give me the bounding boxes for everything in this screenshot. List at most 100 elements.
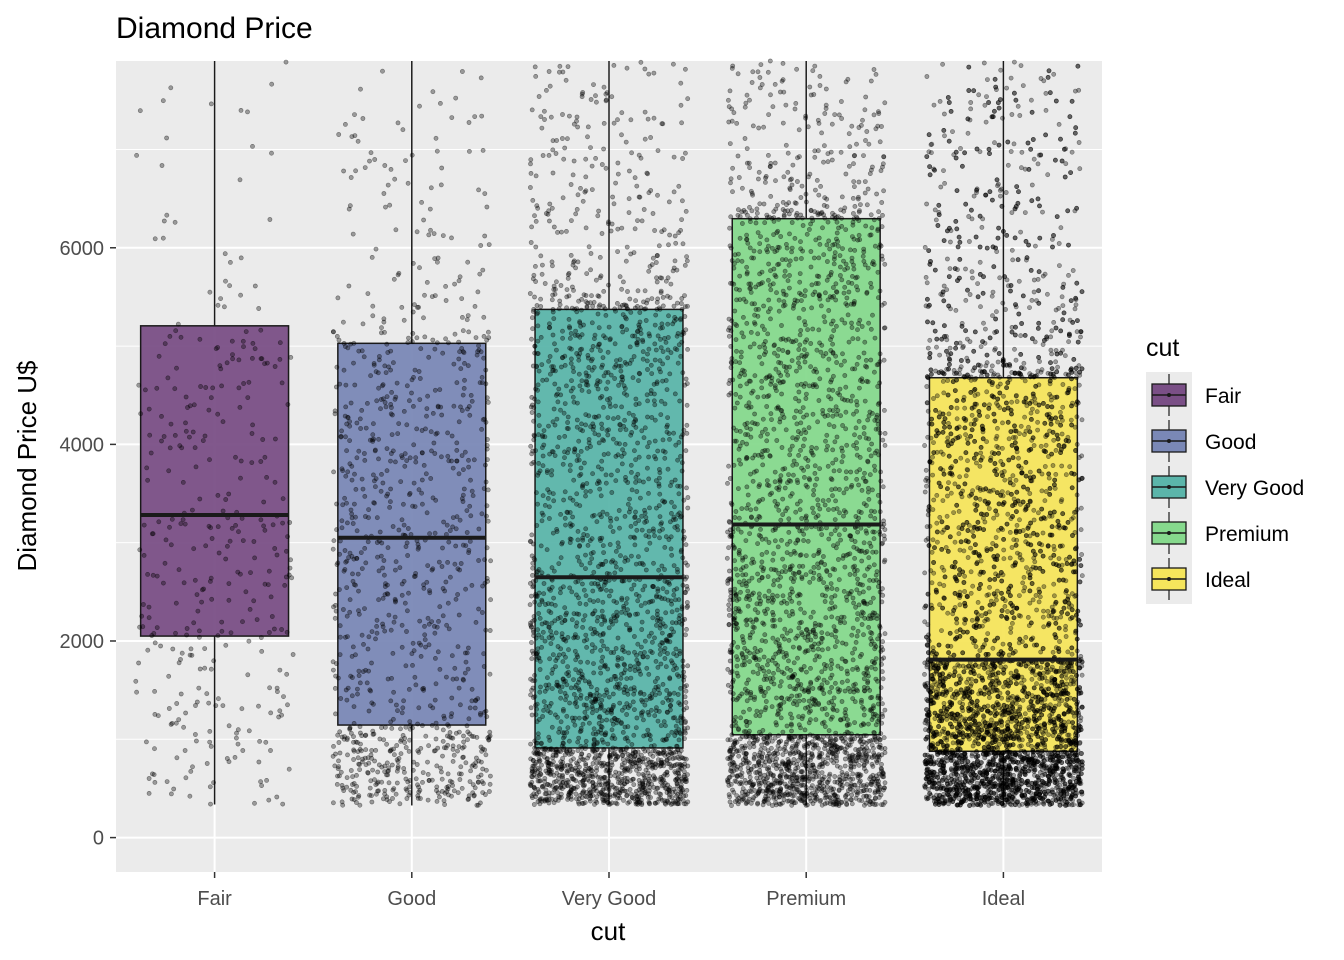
jitter-point xyxy=(571,399,577,405)
jitter-point xyxy=(617,422,623,428)
jitter-point xyxy=(369,793,374,798)
jitter-point xyxy=(529,336,534,342)
jitter-point xyxy=(351,721,357,726)
jitter-point xyxy=(565,725,571,731)
jitter-point xyxy=(474,802,480,808)
jitter-point xyxy=(625,501,631,507)
jitter-point xyxy=(356,348,362,354)
jitter-point xyxy=(445,600,451,606)
jitter-point xyxy=(536,368,542,374)
jitter-point xyxy=(681,497,687,503)
jitter-point xyxy=(343,382,349,388)
jitter-point xyxy=(376,788,381,794)
jitter-point xyxy=(871,112,877,118)
jitter-point xyxy=(561,708,566,714)
jitter-point xyxy=(684,485,689,491)
jitter-point xyxy=(346,283,352,289)
jitter-point xyxy=(563,522,568,528)
jitter-point xyxy=(256,703,261,709)
jitter-point xyxy=(355,755,361,761)
jitter-point xyxy=(232,755,238,760)
jitter-point xyxy=(623,477,629,483)
jitter-point xyxy=(744,320,750,326)
jitter-point xyxy=(549,468,555,474)
jitter-point xyxy=(463,543,469,549)
jitter-point xyxy=(268,748,273,753)
jitter-point xyxy=(882,780,888,786)
jitter-point xyxy=(562,362,568,368)
jitter-point xyxy=(237,571,243,577)
jitter-point xyxy=(667,692,672,698)
jitter-point xyxy=(483,627,489,633)
jitter-point xyxy=(682,694,688,700)
jitter-point xyxy=(370,313,376,319)
jitter-point xyxy=(860,582,865,588)
jitter-point xyxy=(660,121,666,127)
jitter-point xyxy=(597,693,602,699)
jitter-point xyxy=(669,552,675,558)
jitter-point xyxy=(625,289,630,294)
jitter-point xyxy=(682,616,688,622)
jitter-point xyxy=(739,330,745,336)
jitter-point xyxy=(348,400,354,406)
jitter-point xyxy=(599,614,605,619)
jitter-point xyxy=(812,63,818,69)
jitter-point xyxy=(455,566,461,572)
jitter-point xyxy=(372,447,378,453)
jitter-point xyxy=(159,163,165,168)
jitter-point xyxy=(395,708,400,713)
jitter-point xyxy=(262,581,268,587)
jitter-point xyxy=(845,678,850,684)
jitter-point xyxy=(583,493,588,499)
jitter-point xyxy=(429,448,434,454)
jitter-point xyxy=(578,696,583,701)
jitter-point xyxy=(406,749,412,754)
jitter-point xyxy=(794,702,800,708)
jitter-point xyxy=(428,429,434,435)
jitter-point xyxy=(570,365,576,371)
jitter-point xyxy=(646,331,652,337)
jitter-point xyxy=(569,715,575,721)
jitter-point xyxy=(385,768,391,774)
jitter-point xyxy=(340,468,346,474)
jitter-point xyxy=(379,725,384,730)
jitter-point xyxy=(591,726,597,732)
jitter-point xyxy=(881,188,886,194)
jitter-point xyxy=(682,736,687,741)
jitter-point xyxy=(472,785,478,791)
jitter-point xyxy=(653,659,659,664)
jitter-point xyxy=(474,352,480,358)
jitter-point xyxy=(400,705,406,711)
jitter-point xyxy=(445,340,451,346)
jitter-point xyxy=(433,681,439,687)
jitter-point xyxy=(562,690,568,696)
jitter-point xyxy=(662,567,667,572)
jitter-point xyxy=(645,414,650,420)
jitter-point xyxy=(529,224,534,230)
jitter-point xyxy=(211,658,217,664)
jitter-point xyxy=(208,575,214,581)
jitter-point xyxy=(812,289,818,295)
jitter-point xyxy=(199,587,205,593)
jitter-point xyxy=(438,404,444,410)
jitter-point xyxy=(603,480,609,486)
jitter-point xyxy=(134,152,139,158)
jitter-point xyxy=(558,283,564,288)
jitter-point xyxy=(603,97,609,103)
jitter-point xyxy=(430,410,436,416)
jitter-point xyxy=(635,611,640,617)
jitter-point xyxy=(583,299,589,304)
jitter-point xyxy=(404,608,410,614)
jitter-point xyxy=(613,308,618,314)
jitter-point xyxy=(161,218,167,224)
jitter-point xyxy=(675,692,681,697)
jitter-point xyxy=(434,259,440,265)
jitter-point xyxy=(739,258,745,264)
jitter-point xyxy=(576,801,582,807)
jitter-point xyxy=(581,702,587,708)
jitter-point xyxy=(621,798,626,803)
jitter-point xyxy=(653,478,659,484)
jitter-point xyxy=(160,98,166,104)
jitter-point xyxy=(460,754,466,760)
jitter-point xyxy=(657,491,663,497)
